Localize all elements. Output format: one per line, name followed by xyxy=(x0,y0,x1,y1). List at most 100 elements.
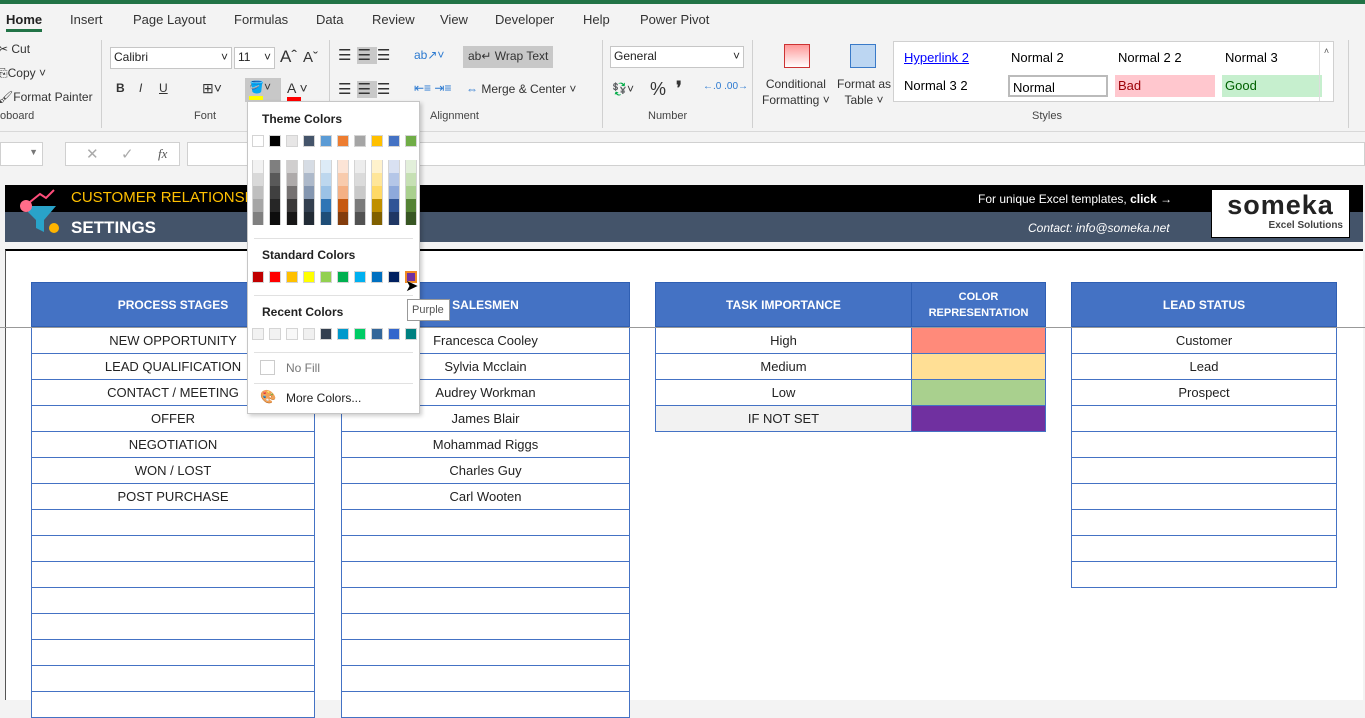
theme-shade-swatch[interactable] xyxy=(269,199,281,212)
theme-shade-swatch[interactable] xyxy=(405,199,417,212)
theme-shade-swatch[interactable] xyxy=(354,199,366,212)
cell-style-hyperlink-2[interactable]: Hyperlink 2 xyxy=(901,47,1001,69)
theme-color-swatch[interactable] xyxy=(320,135,332,147)
lead-status-row[interactable] xyxy=(1071,562,1337,588)
conditional-formatting-button[interactable]: Conditional Formatting ˅ xyxy=(762,77,830,107)
cell-style-good[interactable]: Good xyxy=(1222,75,1322,97)
tab-power-pivot[interactable]: Power Pivot xyxy=(640,12,710,27)
theme-shade-swatch[interactable] xyxy=(252,186,264,199)
theme-shade-swatch[interactable] xyxy=(388,212,400,225)
salesmen-row[interactable] xyxy=(341,640,630,666)
task-importance-row[interactable]: Medium xyxy=(655,354,912,380)
recent-color-swatch[interactable] xyxy=(354,328,366,340)
theme-shade-swatch[interactable] xyxy=(320,199,332,212)
recent-color-swatch[interactable] xyxy=(337,328,349,340)
wrap-text-button[interactable]: ab↵ Wrap Text xyxy=(463,46,554,68)
theme-shade-swatch[interactable] xyxy=(405,173,417,186)
lead-status-row[interactable]: Customer xyxy=(1071,328,1337,354)
theme-shade-swatch[interactable] xyxy=(269,212,281,225)
salesmen-row[interactable] xyxy=(341,614,630,640)
recent-color-swatch[interactable] xyxy=(252,328,264,340)
cell-style-normal-3-2[interactable]: Normal 3 2 xyxy=(901,75,1001,97)
theme-shade-swatch[interactable] xyxy=(371,173,383,186)
salesmen-row[interactable]: Charles Guy xyxy=(341,458,630,484)
insert-function-button[interactable]: fx xyxy=(158,146,168,161)
theme-shade-swatch[interactable] xyxy=(252,160,264,173)
font-color-button[interactable]: A ˅ xyxy=(287,80,308,101)
theme-color-swatch[interactable] xyxy=(269,135,281,147)
tab-formulas[interactable]: Formulas xyxy=(234,12,289,27)
process-stages-row[interactable] xyxy=(31,614,315,640)
enter-icon[interactable]: ✓ xyxy=(121,146,134,163)
theme-shade-swatch[interactable] xyxy=(303,173,315,186)
theme-shade-swatch[interactable] xyxy=(388,173,400,186)
theme-shade-swatch[interactable] xyxy=(371,212,383,225)
color-representation-cell[interactable] xyxy=(911,354,1046,380)
recent-color-swatch[interactable] xyxy=(405,328,417,340)
process-stages-row[interactable] xyxy=(31,692,315,718)
salesmen-row[interactable] xyxy=(341,588,630,614)
theme-shade-swatch[interactable] xyxy=(371,199,383,212)
tab-view[interactable]: View xyxy=(440,12,468,27)
theme-shade-swatch[interactable] xyxy=(286,173,298,186)
task-importance-row[interactable]: IF NOT SET xyxy=(655,406,912,432)
theme-shade-swatch[interactable] xyxy=(320,212,332,225)
lead-status-row[interactable] xyxy=(1071,432,1337,458)
recent-color-swatch[interactable] xyxy=(320,328,332,340)
process-stages-row[interactable]: POST PURCHASE xyxy=(31,484,315,510)
process-stages-row[interactable]: NEGOTIATION xyxy=(31,432,315,458)
gallery-scroll[interactable]: ˄ xyxy=(1319,42,1333,101)
theme-shade-swatch[interactable] xyxy=(303,186,315,199)
indent-icons[interactable]: ⇤≡ ⇥≡ xyxy=(414,81,452,95)
theme-shade-swatch[interactable] xyxy=(354,186,366,199)
theme-shade-swatch[interactable] xyxy=(388,199,400,212)
theme-color-swatch[interactable] xyxy=(286,135,298,147)
standard-color-swatch[interactable] xyxy=(388,271,400,283)
color-representation-cell[interactable] xyxy=(911,328,1046,354)
theme-shade-swatch[interactable] xyxy=(320,160,332,173)
theme-shade-swatch[interactable] xyxy=(286,199,298,212)
salesmen-row[interactable] xyxy=(341,562,630,588)
theme-color-swatch[interactable] xyxy=(252,135,264,147)
accounting-format-icon[interactable]: 💱˅ xyxy=(612,82,634,96)
increase-font-icon[interactable]: Aˆ xyxy=(280,47,297,66)
more-colors-option[interactable]: 🎨 More Colors... xyxy=(260,388,410,408)
underline-button[interactable]: U xyxy=(159,81,168,95)
lead-status-row[interactable] xyxy=(1071,484,1337,510)
standard-color-swatch[interactable] xyxy=(337,271,349,283)
theme-shade-swatch[interactable] xyxy=(252,173,264,186)
standard-color-swatch[interactable] xyxy=(303,271,315,283)
theme-shade-swatch[interactable] xyxy=(303,199,315,212)
standard-color-swatch[interactable] xyxy=(320,271,332,283)
lead-status-row[interactable] xyxy=(1071,510,1337,536)
font-name-select[interactable]: Calibri ˅ xyxy=(110,47,232,69)
percent-button[interactable]: % xyxy=(650,79,667,99)
theme-shade-swatch[interactable] xyxy=(337,199,349,212)
theme-shade-swatch[interactable] xyxy=(320,173,332,186)
standard-color-swatch[interactable] xyxy=(252,271,264,283)
format-as-table-button[interactable]: Format as Table ˅ xyxy=(837,77,892,107)
font-size-select[interactable]: 11 ˅ xyxy=(234,47,275,69)
theme-shade-swatch[interactable] xyxy=(269,160,281,173)
cancel-icon[interactable]: ✕ xyxy=(86,146,99,163)
theme-shade-swatch[interactable] xyxy=(337,186,349,199)
theme-shade-swatch[interactable] xyxy=(269,186,281,199)
theme-shade-swatch[interactable] xyxy=(371,186,383,199)
someka-logo[interactable]: someka Excel Solutions xyxy=(1211,189,1350,238)
theme-shade-swatch[interactable] xyxy=(337,173,349,186)
tab-help[interactable]: Help xyxy=(583,12,610,27)
task-importance-row[interactable]: High xyxy=(655,328,912,354)
orientation-icon[interactable]: ab↗˅ xyxy=(414,48,445,62)
decimal-icons[interactable]: ←.0 .00→ xyxy=(703,81,749,92)
theme-shade-swatch[interactable] xyxy=(303,212,315,225)
cell-style-bad[interactable]: Bad xyxy=(1115,75,1215,97)
theme-shade-swatch[interactable] xyxy=(320,186,332,199)
cut-button[interactable]: ✂ Cut xyxy=(0,42,31,56)
process-stages-row[interactable] xyxy=(31,666,315,692)
standard-color-swatch[interactable] xyxy=(269,271,281,283)
color-representation-cell[interactable] xyxy=(911,380,1046,406)
cell-style-normal-3[interactable]: Normal 3 xyxy=(1222,47,1322,69)
theme-shade-swatch[interactable] xyxy=(354,212,366,225)
tab-data[interactable]: Data xyxy=(316,12,344,27)
format-painter-button[interactable]: 🖌Format Painter xyxy=(0,90,93,104)
